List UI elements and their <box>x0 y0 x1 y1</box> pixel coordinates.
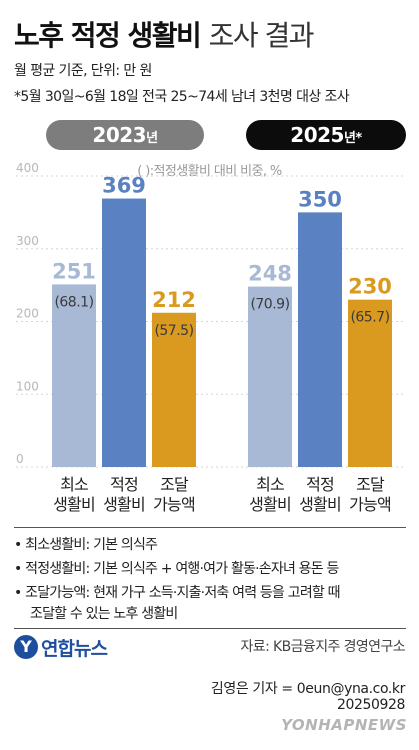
share-label: (65.7) <box>350 310 389 326</box>
share-label: (70.9) <box>250 297 289 313</box>
bar <box>348 299 392 467</box>
share-label: (57.5) <box>154 323 193 339</box>
byline: 김영은 기자 = 0eun@yna.co.kr <box>210 681 405 697</box>
value-label: 369 <box>102 174 146 198</box>
value-label: 230 <box>348 275 392 299</box>
y-tick-label: 200 <box>16 307 39 321</box>
share-label: (68.1) <box>54 294 93 310</box>
divider-bottom <box>14 628 406 629</box>
y-tick-label: 0 <box>16 452 24 466</box>
watermark: YONHAPNEWS <box>281 716 407 734</box>
category-label-line: 적정 <box>110 475 139 494</box>
bar <box>102 198 146 468</box>
value-label: 251 <box>52 259 96 283</box>
category-label-line: 최소 <box>256 475 285 494</box>
definition-adequate: • 적정생활비: 기본 의식주 + 여행·여가 활동·손자녀 용돈 등 <box>14 561 339 577</box>
bar <box>52 284 96 467</box>
value-label: 350 <box>298 187 342 211</box>
value-label: 248 <box>248 262 292 286</box>
category-label: 적정 생활비 <box>290 475 350 515</box>
category-label-line: 적정 <box>306 475 335 494</box>
date: 20250928 <box>336 697 405 713</box>
title-bold: 노후 적정 생활비 <box>14 19 202 52</box>
title-light: 조사 결과 <box>208 19 315 52</box>
bar <box>152 312 196 467</box>
source: 자료: KB금융지주 경영연구소 <box>240 639 406 655</box>
bar-chart: 0 100 200 300 400 251 (68.1) 369 212 (57.5) 248 (70… <box>16 161 406 468</box>
subtitle: 월 평균 기준, 단위: 만 원 <box>14 63 152 79</box>
survey-note: *5월 30일~6월 18일 전국 25~74세 남녀 3천명 대상 조사 <box>14 89 350 105</box>
category-label: 최소 생활비 <box>240 475 300 515</box>
y-tick-label: 300 <box>16 234 39 248</box>
y-tick-label: 100 <box>16 379 39 393</box>
category-label-line: 가능액 <box>153 495 196 514</box>
bar <box>248 286 292 467</box>
definition-capacity-cont: 조달할 수 있는 노후 생활비 <box>30 606 178 622</box>
category-label: 조달 가능액 <box>144 475 204 515</box>
category-label-line: 최소 <box>60 475 89 494</box>
category-label-line: 생활비 <box>53 495 96 514</box>
year-badge-2025: 2025년* <box>246 120 406 150</box>
category-label-line: 조달 <box>356 475 385 494</box>
category-label-line: 가능액 <box>349 495 392 514</box>
category-label: 적정 생활비 <box>94 475 154 515</box>
share-note: ( ):적정생활비 대비 비중, % <box>137 164 282 179</box>
definition-min: • 최소생활비: 기본 의식주 <box>14 537 158 553</box>
category-label-line: 생활비 <box>249 495 292 514</box>
definition-capacity: • 조달가능액: 현재 가구 소득·지출·저축 여력 등을 고려할 때 <box>14 585 341 601</box>
category-label-line: 생활비 <box>299 495 342 514</box>
category-label-line: 생활비 <box>103 495 146 514</box>
divider-top <box>14 527 406 528</box>
year-badge-2023: 2023년 <box>46 120 204 150</box>
page-title: 노후 적정 생활비 조사 결과 <box>14 14 315 54</box>
value-label: 212 <box>152 288 196 312</box>
y-tick-label: 400 <box>16 161 39 175</box>
yonhap-logo-icon: Y <box>14 635 38 659</box>
yonhap-logo-text: 연합뉴스 <box>41 637 108 660</box>
category-label-line: 조달 <box>160 475 189 494</box>
category-label: 조달 가능액 <box>340 475 400 515</box>
category-label: 최소 생활비 <box>44 475 104 515</box>
bar <box>298 212 342 467</box>
yonhap-logo: Y 연합뉴스 <box>14 632 108 662</box>
